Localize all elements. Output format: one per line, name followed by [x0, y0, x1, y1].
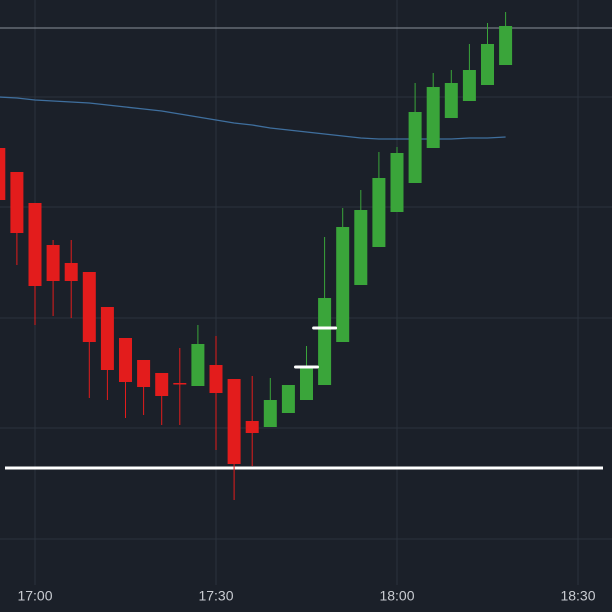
- candle-body: [82, 272, 96, 342]
- candle-body: [0, 148, 6, 200]
- candle-body: [408, 112, 422, 183]
- candle-body: [46, 245, 60, 281]
- candle-body: [28, 203, 42, 286]
- x-tick-label: 17:30: [198, 588, 233, 604]
- candle-body: [481, 44, 494, 85]
- candle-body: [354, 210, 368, 285]
- x-tick-label: 18:30: [560, 588, 595, 604]
- candle-body: [336, 227, 350, 342]
- candle-body: [318, 298, 332, 385]
- candle-body: [137, 360, 151, 387]
- candle-body: [245, 421, 259, 433]
- candle-body: [499, 26, 513, 65]
- candle-body: [64, 263, 78, 281]
- x-tick-label: 18:00: [379, 588, 414, 604]
- candle-body: [263, 400, 277, 427]
- candle-body: [10, 172, 24, 233]
- candle-body: [462, 70, 476, 101]
- candle-body: [100, 307, 114, 370]
- candle-body: [227, 379, 241, 464]
- x-tick-label: 17:00: [17, 588, 52, 604]
- candle-body: [426, 87, 440, 148]
- candle-body: [372, 178, 386, 247]
- candle-body: [191, 344, 205, 386]
- candle-body: [119, 338, 132, 382]
- candle-body: [390, 153, 404, 212]
- candle-body: [281, 385, 295, 413]
- candle-body: [444, 83, 458, 118]
- candle-body: [300, 367, 313, 400]
- candle-body: [155, 373, 169, 396]
- candle-body: [209, 365, 223, 393]
- candle-body: [173, 383, 187, 385]
